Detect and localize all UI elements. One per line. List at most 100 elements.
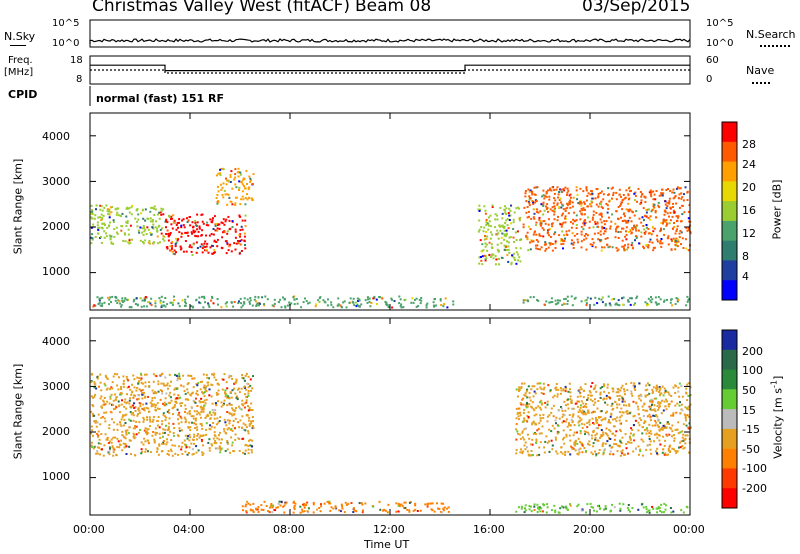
power-echo-0 [154,226,157,229]
vel-echo-0 [133,386,136,389]
power-echo-5 [629,228,632,231]
vel-echo-0 [154,431,157,434]
vel-echo-0 [199,388,202,391]
vel-echo-2 [565,435,568,438]
power-echo-5 [617,206,620,208]
power-echo-5 [643,219,645,222]
vel-echo-0 [213,434,216,437]
vel-echo-2 [621,452,623,455]
power-echo-5 [650,195,653,198]
vel-echo-0 [91,446,94,449]
vel-echo-2 [523,444,526,447]
vel-echo-1 [447,510,450,513]
vel-echo-2 [568,414,571,416]
vel-echo-0 [102,454,105,457]
vel-echo-0 [228,374,231,377]
vel-echo-2 [633,439,636,442]
power-echo-5 [597,205,600,208]
vel-echo-2 [543,446,546,449]
vel-echo-0 [192,417,195,420]
power-echo-6 [609,304,612,307]
vel-echo-0 [143,437,146,440]
vel-echo-3 [597,505,599,507]
vel-echo-0 [176,387,179,390]
vel-echo-0 [236,388,239,391]
vel-echo-1 [364,502,367,505]
power-echo-3 [99,297,102,300]
power-echo-5 [659,242,662,245]
vel-echo-1 [426,503,429,506]
vel-echo-0 [148,381,151,384]
vel-echo-2 [630,432,632,435]
vel-echo-0 [215,391,218,394]
power-echo-2 [235,186,238,189]
vel-echo-2 [630,441,633,444]
power-echo-4 [490,243,493,246]
vel-echo-2 [602,442,605,445]
power-echo-2 [234,196,237,199]
vel-echo-0 [112,454,115,457]
vel-echo-2 [658,403,661,406]
power-echo-5 [528,198,531,201]
cpid-value: normal (fast) 151 RF [96,92,224,105]
power-echo-0 [96,224,99,227]
vel-cbar-tick-m100: -100 [742,462,767,475]
vel-echo-2 [686,434,689,437]
vel-echo-0 [163,431,166,434]
vel-echo-2 [620,450,623,453]
power-echo-1 [240,225,243,228]
power-echo-5 [675,237,678,240]
power-echo-0 [92,223,95,226]
power-echo-3 [283,297,286,300]
vel-echo-3 [651,505,654,508]
power-echo-1 [216,227,219,230]
vel-echo-2 [667,448,670,450]
power-echo-5 [593,232,596,235]
vel-echo-0 [234,438,237,441]
power-echo-5 [606,211,609,214]
vel-echo-1 [303,504,306,507]
vel-echo-0 [231,407,234,410]
power-echo-3 [96,296,99,299]
vel-echo-0 [108,446,111,449]
vel-echo-2 [645,448,648,451]
vel-echo-0 [103,444,106,447]
power-echo-6 [545,300,548,303]
vel-echo-2 [604,401,607,404]
power-echo-0 [113,228,116,231]
power-echo-5 [688,220,691,223]
vel-echo-3 [646,511,648,514]
vel-echo-2 [677,386,680,389]
vel-echo-0 [154,406,157,409]
vel-echo-0 [205,373,208,376]
vel-echo-2 [605,433,608,436]
vel-echo-2 [623,454,626,456]
power-echo-5 [532,240,535,243]
power-echo-3 [326,304,329,307]
power-echo-2 [235,196,238,199]
vel-echo-0 [137,431,140,434]
power-echo-3 [211,295,213,298]
vel-echo-2 [653,415,656,417]
vel-echo-0 [215,423,218,426]
vel-echo-2 [614,418,617,420]
vel-echo-0 [220,447,223,450]
vel-echo-0 [112,451,115,454]
vel-echo-2 [534,422,537,425]
vel-echo-0 [97,442,100,445]
vel-echo-1 [414,502,417,505]
power-echo-2 [229,200,232,203]
vel-echo-2 [657,434,660,436]
vel-echo-0 [220,401,223,404]
power-echo-6 [607,295,610,298]
power-echo-5 [548,195,551,198]
power-echo-3 [121,299,124,302]
power-echo-3 [208,305,211,308]
power-echo-5 [688,229,691,232]
vel-echo-0 [108,440,111,443]
vel-echo-2 [572,414,575,416]
power-echo-5 [653,227,656,230]
vel-echo-0 [186,437,189,440]
vel-cbar-tick-m200: -200 [742,482,767,495]
vel-echo-2 [611,445,614,448]
